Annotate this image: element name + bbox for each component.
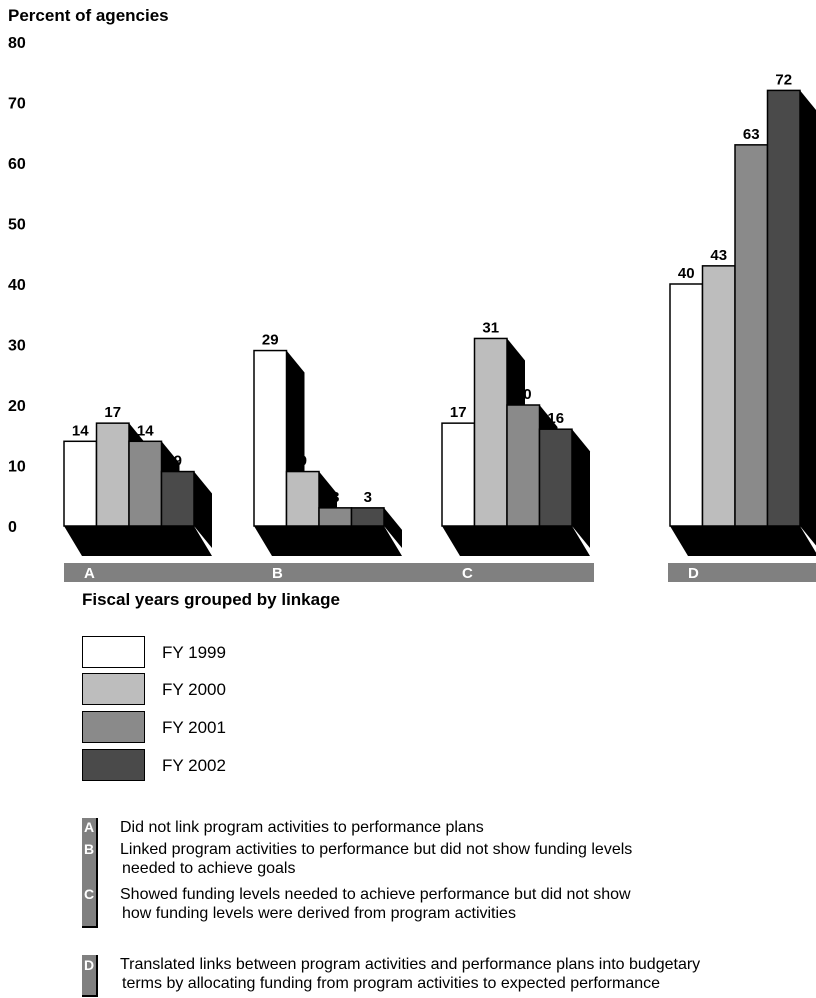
- data-label: 17: [104, 404, 121, 421]
- bar-d-fy-1999: [669, 283, 704, 527]
- legend-item-fy2002: FY 2002: [82, 749, 282, 783]
- category-band: [668, 563, 816, 582]
- legend-swatch: [82, 749, 145, 781]
- legend-item-fy2001: FY 2001: [82, 711, 282, 745]
- data-label: 3: [364, 489, 372, 506]
- bar-d-fy-2000: [701, 265, 736, 527]
- legend-swatch: [82, 673, 145, 705]
- key-letter-b: B: [83, 841, 95, 857]
- key-text-d: Translated links between program activit…: [120, 956, 701, 992]
- legend-swatch: [82, 711, 145, 743]
- key-text-b: Linked program activities to performance…: [120, 841, 633, 877]
- data-label: 3: [331, 489, 339, 506]
- y-tick-label: 60: [8, 156, 26, 173]
- y-tick-label: 80: [8, 35, 26, 52]
- legend-swatch: [82, 636, 145, 668]
- data-label: 14: [137, 422, 154, 439]
- bar-d-fy-2001: [734, 144, 769, 527]
- bar-a-fy-1999: [63, 440, 98, 527]
- bar-shadow: [572, 429, 590, 548]
- category-band: [64, 563, 594, 582]
- category-label: A: [84, 565, 95, 582]
- key-text-c: Showed funding levels needed to achieve …: [120, 886, 631, 922]
- bar-b-fy-1999: [253, 349, 288, 527]
- bar-b-fy-2000: [285, 470, 320, 527]
- legend-label: FY 2001: [162, 718, 226, 737]
- data-label: 9: [174, 453, 182, 470]
- data-label: 9: [299, 453, 307, 470]
- y-tick-label: 30: [8, 338, 26, 355]
- legend-item-fy1999: FY 1999: [82, 636, 282, 670]
- y-tick-label: 20: [8, 398, 26, 415]
- bar-shadow: [384, 507, 402, 548]
- category-label: B: [272, 565, 283, 582]
- key-letter-c: C: [83, 886, 95, 902]
- bar-c-fy-2002: [538, 428, 573, 527]
- data-label: 29: [262, 332, 279, 349]
- bar-chart: 0 10 20 30 40 50 60 70 80 14 17 14 9 29 9 3 3 17 31 20 16 40 4…: [8, 35, 816, 582]
- data-label: 72: [775, 71, 792, 88]
- key-column: [82, 818, 98, 928]
- data-label: 14: [72, 422, 89, 439]
- data-label: 17: [450, 404, 467, 421]
- data-label: 16: [547, 410, 564, 427]
- category-label: C: [462, 565, 473, 582]
- bar-a-fy-2001: [128, 440, 163, 527]
- key-letter-d: D: [83, 957, 95, 973]
- y-tick-label: 0: [8, 519, 17, 536]
- key-letter-a: A: [83, 819, 95, 835]
- y-tick-label: 50: [8, 217, 26, 234]
- data-label: 40: [678, 265, 695, 282]
- bar-c-fy-2001: [506, 404, 541, 527]
- key-text-a: Did not link program activities to perfo…: [120, 819, 484, 836]
- data-label: 63: [743, 126, 760, 143]
- y-axis-title: Percent of agencies: [8, 6, 169, 25]
- bar-shadow: [800, 90, 816, 546]
- bar-d-fy-2002: [766, 89, 801, 527]
- legend-label: FY 2000: [162, 680, 226, 699]
- data-label: 31: [482, 319, 499, 336]
- x-axis-title: Fiscal years grouped by linkage: [82, 590, 340, 609]
- key-column: [82, 955, 98, 997]
- y-tick-label: 10: [8, 459, 26, 476]
- legend-label: FY 2002: [162, 756, 226, 775]
- y-tick-label: 70: [8, 96, 26, 113]
- key-group-d: D Translated links between program activ…: [82, 954, 812, 998]
- bar-a-fy-2002: [160, 470, 195, 527]
- legend-item-fy2000: FY 2000: [82, 673, 282, 707]
- bar-b-fy-2002: [350, 507, 385, 527]
- bar-c-fy-1999: [441, 422, 476, 527]
- bar-c-fy-2000: [473, 337, 508, 527]
- bar-shadow: [194, 471, 212, 548]
- y-tick-label: 40: [8, 277, 26, 294]
- category-label: D: [688, 565, 699, 582]
- bar-a-fy-2000: [95, 422, 130, 527]
- legend-label: FY 1999: [162, 643, 226, 662]
- data-label: 20: [515, 386, 532, 403]
- key-group-abc: A B C Did not link program activities to…: [82, 817, 782, 928]
- data-label: 43: [710, 247, 727, 264]
- bar-b-fy-2001: [318, 507, 353, 527]
